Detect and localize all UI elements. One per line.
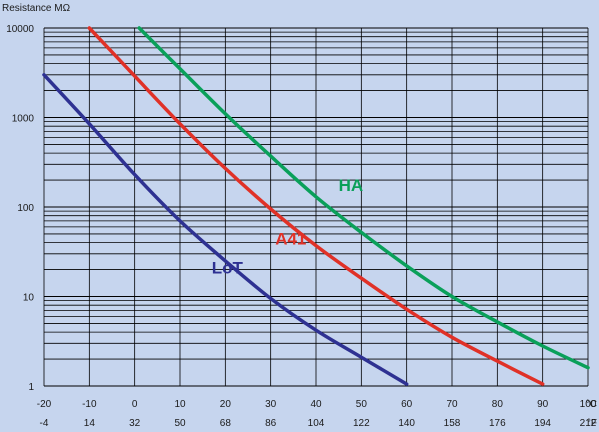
x-tick-label-celsius: -20 (37, 399, 52, 410)
axis-tick-labels: 1 10 100 1000 10000 -20 -10 0 10 20 30 40 50 60 70 80 90… (6, 24, 597, 429)
x-tick-label-celsius: 30 (265, 399, 277, 410)
x-tick-label-fahrenheit: 212 (580, 418, 597, 429)
y-tick-label: 1 (28, 382, 34, 393)
x-tick-label-fahrenheit: 158 (444, 418, 461, 429)
x-tick-label-fahrenheit: 50 (174, 418, 186, 429)
x-tick-label-fahrenheit: 122 (353, 418, 370, 429)
x-tick-label-celsius: 40 (310, 399, 322, 410)
series-line-ha (137, 26, 590, 370)
series-labels: LoT A41 HA (212, 176, 363, 277)
x-tick-label-fahrenheit: 86 (265, 418, 277, 429)
y-tick-label: 10 (23, 293, 35, 304)
x-tick-label-celsius: 60 (401, 399, 413, 410)
series-label-ha: HA (339, 176, 364, 195)
x-tick-label-celsius: 90 (537, 399, 549, 410)
x-tick-label-celsius: 20 (220, 399, 232, 410)
x-tick-label-celsius: 80 (492, 399, 504, 410)
chart-grid (43, 27, 589, 387)
y-tick-label: 100 (17, 203, 34, 214)
x-tick-label-fahrenheit: -4 (40, 418, 49, 429)
x-tick-label-fahrenheit: 68 (220, 418, 232, 429)
x-tick-label-celsius: 50 (356, 399, 368, 410)
x-tick-label-celsius: 100 (580, 399, 597, 410)
x-tick-label-fahrenheit: 14 (84, 418, 96, 429)
x-tick-label-celsius: -10 (82, 399, 97, 410)
x-tick-label-celsius: 0 (132, 399, 138, 410)
x-tick-label-fahrenheit: 32 (129, 418, 141, 429)
series-label-lot: LoT (212, 259, 244, 278)
series-line-lot (42, 73, 409, 386)
x-tick-label-celsius: 10 (174, 399, 186, 410)
chart-series (42, 26, 590, 386)
x-tick-label-fahrenheit: 194 (534, 418, 551, 429)
y-axis-title: Resistance MΩ (2, 3, 71, 14)
x-tick-label-fahrenheit: 140 (398, 418, 415, 429)
y-tick-label: 1000 (12, 114, 35, 125)
x-unit-fahrenheit: °F (587, 418, 597, 429)
series-label-a41: A41 (275, 230, 306, 249)
x-tick-label-fahrenheit: 104 (308, 418, 325, 429)
x-tick-label-fahrenheit: 176 (489, 418, 506, 429)
x-tick-label-celsius: 70 (446, 399, 458, 410)
series-line-a41 (87, 26, 545, 386)
x-unit-celsius: °C (586, 399, 597, 410)
y-tick-label: 10000 (6, 24, 34, 35)
